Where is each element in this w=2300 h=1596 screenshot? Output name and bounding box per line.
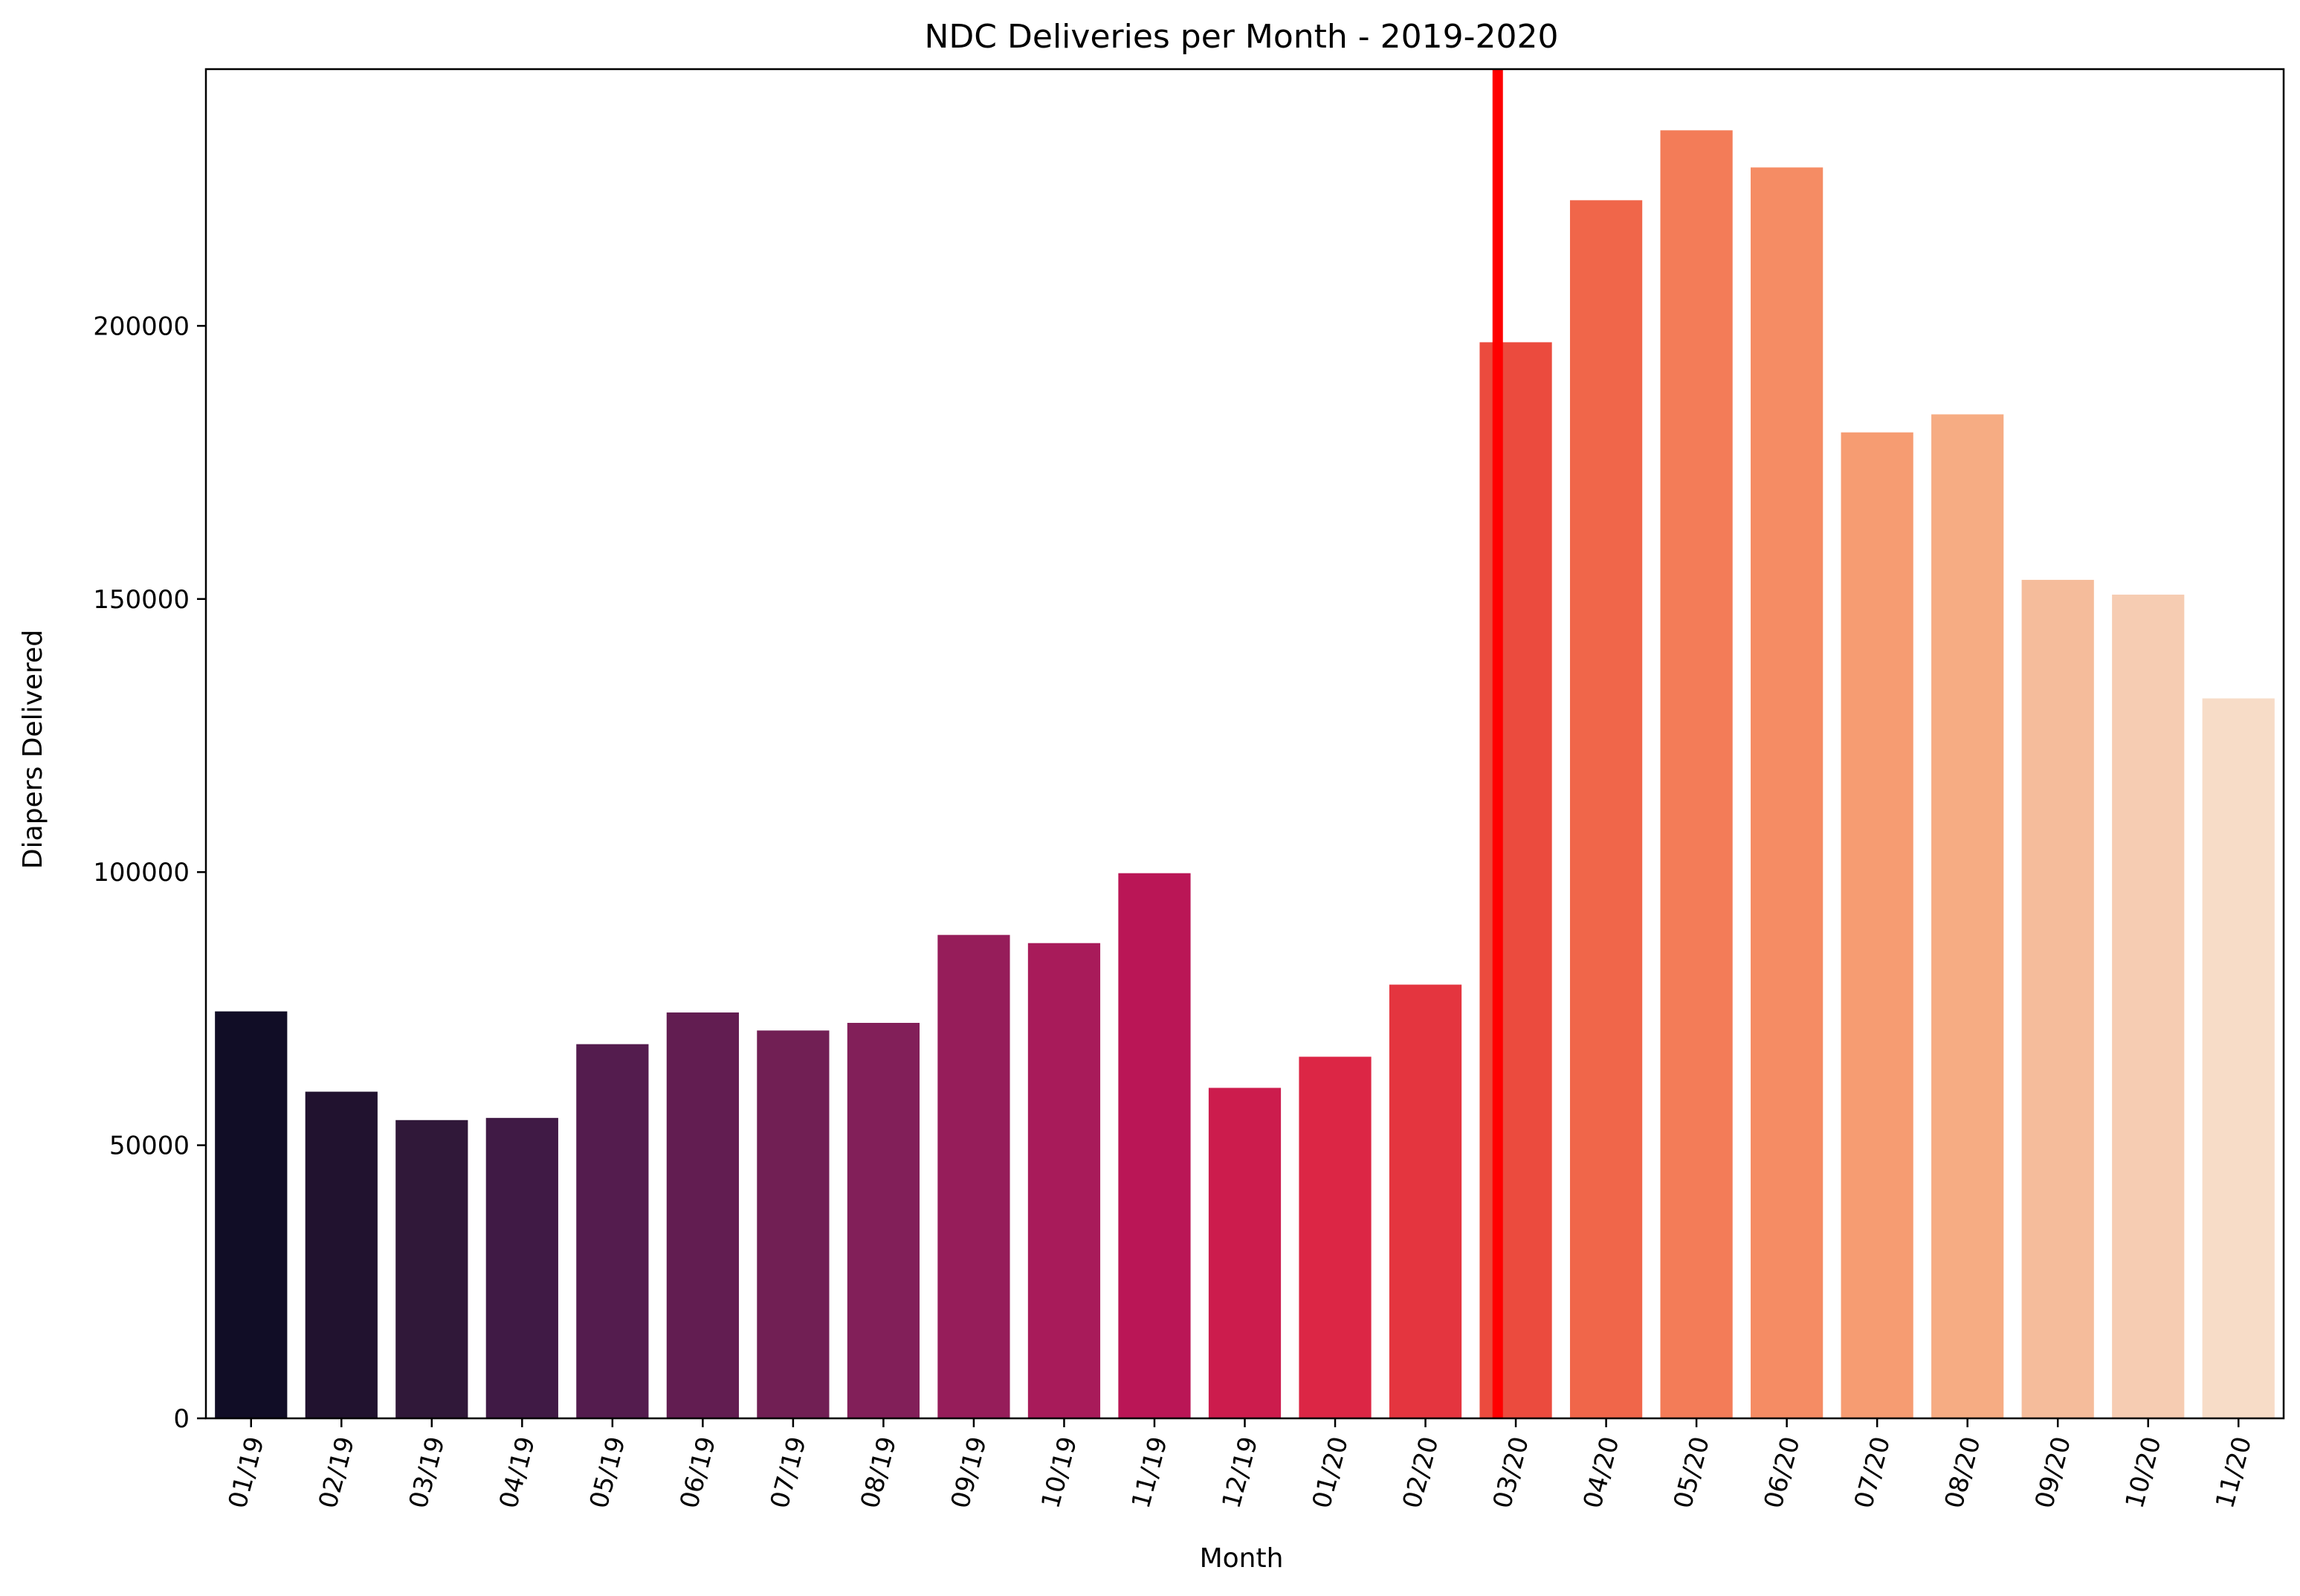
y-tick-label: 150000 <box>93 585 190 615</box>
x-tick-label: 03/19 <box>404 1433 451 1511</box>
x-tick-label: 08/20 <box>1939 1433 1987 1511</box>
y-tick-label: 200000 <box>93 311 190 341</box>
bar-09-19 <box>937 934 1010 1418</box>
x-axis-label: Month <box>1200 1543 1284 1574</box>
x-tick-label: 12/19 <box>1216 1433 1264 1511</box>
bar-02-20 <box>1389 984 1462 1418</box>
x-tick-label: 11/20 <box>2210 1433 2258 1511</box>
x-tick-label: 06/20 <box>1759 1433 1806 1511</box>
bar-11-20 <box>2202 698 2275 1418</box>
x-tick-label: 08/19 <box>855 1433 902 1511</box>
x-tick-label: 10/20 <box>2120 1433 2168 1511</box>
x-tick-label: 07/20 <box>1849 1433 1896 1511</box>
bar-01-19 <box>215 1011 288 1418</box>
bar-06-20 <box>1751 167 1823 1418</box>
x-tick-label: 05/20 <box>1668 1433 1716 1511</box>
x-tick-label: 04/19 <box>494 1433 541 1511</box>
x-tick-label: 01/20 <box>1307 1433 1354 1511</box>
y-axis: 0 50000 100000 150000 200000 <box>93 311 206 1434</box>
x-tick-label: 03/20 <box>1487 1433 1535 1511</box>
bar-03-20 <box>1479 342 1552 1418</box>
x-tick-label: 07/19 <box>765 1433 813 1511</box>
bar-10-20 <box>2112 594 2185 1418</box>
x-tick-label: 02/19 <box>313 1433 361 1511</box>
bar-04-20 <box>1569 200 1643 1419</box>
x-tick-label: 11/19 <box>1126 1433 1174 1511</box>
bar-08-20 <box>1931 414 2004 1419</box>
y-tick-label: 100000 <box>93 858 190 888</box>
x-tick-label: 04/20 <box>1577 1433 1625 1511</box>
bar-08-19 <box>847 1022 920 1418</box>
x-tick-label: 05/19 <box>584 1433 632 1511</box>
x-tick-label: 09/20 <box>2029 1433 2077 1511</box>
bar-06-19 <box>666 1012 739 1418</box>
bar-07-20 <box>1841 432 1913 1419</box>
bar-05-20 <box>1660 130 1733 1419</box>
bar-09-20 <box>2021 580 2094 1418</box>
x-tick-label: 10/19 <box>1036 1433 1083 1511</box>
bar-01-20 <box>1299 1056 1372 1418</box>
bar-10-19 <box>1027 943 1101 1418</box>
bar-04-19 <box>485 1117 558 1418</box>
bar-02-19 <box>305 1091 378 1418</box>
x-tick-label: 06/19 <box>674 1433 722 1511</box>
bar-11-19 <box>1118 873 1191 1418</box>
y-tick-label: 50000 <box>109 1131 190 1161</box>
x-tick-label: 01/19 <box>223 1433 271 1511</box>
bar-05-19 <box>576 1044 649 1418</box>
x-tick-label: 09/19 <box>946 1433 993 1511</box>
y-tick-label: 0 <box>173 1404 190 1434</box>
bar-12-19 <box>1208 1088 1282 1418</box>
bar-03-19 <box>395 1120 468 1418</box>
chart-title: NDC Deliveries per Month - 2019-2020 <box>925 18 1559 56</box>
bar-07-19 <box>757 1030 830 1418</box>
y-axis-label: Diapers Delivered <box>18 630 48 869</box>
bars-layer <box>215 130 2275 1419</box>
x-axis: 01/19 02/19 03/19 04/19 05/19 06/19 07/19 08/19… <box>223 1418 2258 1511</box>
x-tick-label: 02/20 <box>1397 1433 1444 1511</box>
